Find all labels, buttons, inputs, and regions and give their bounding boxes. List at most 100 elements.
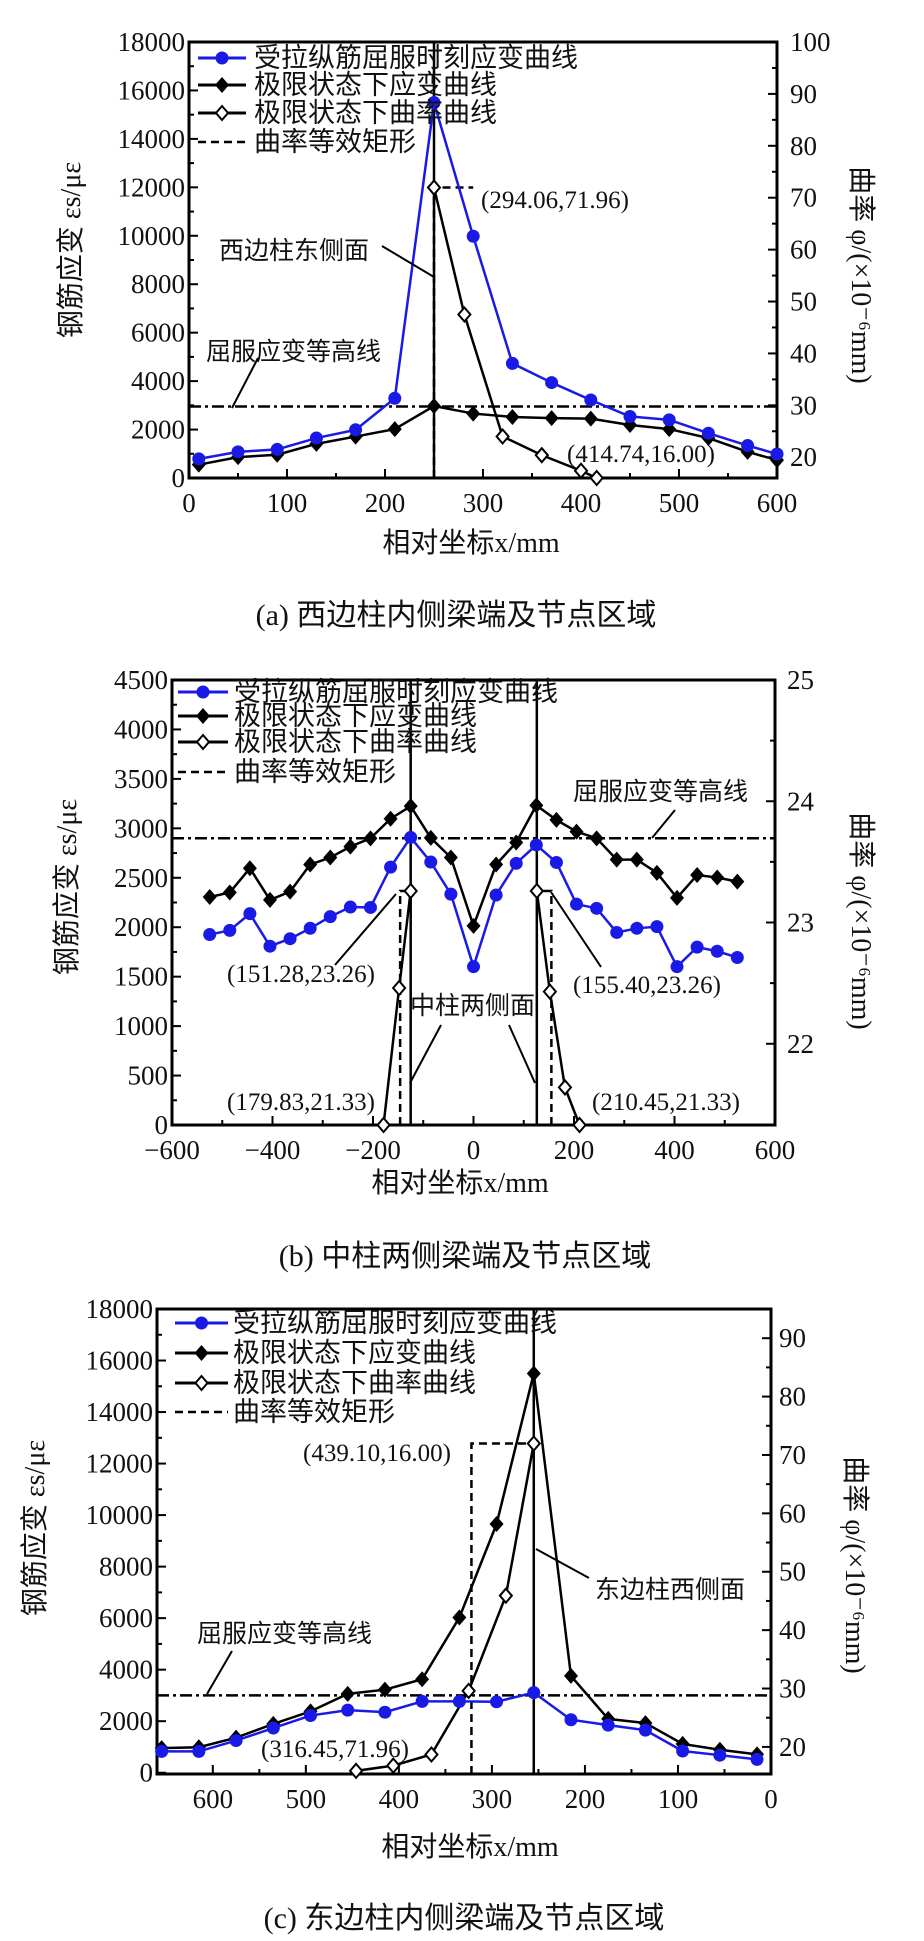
black-series-point [549,811,564,828]
legend-label-curv: 极限状态下曲率曲线 [234,727,477,757]
panel-caption: (a) 西边柱内侧梁端及节点区域 [256,599,657,632]
y2-tick-label: 25 [787,665,814,695]
curv-series-line [355,1443,536,1773]
y2-axis-title: 曲率 φ/(×10⁻⁶mm) [845,166,877,383]
black-series-point [403,798,418,815]
y-tick-label: 8000 [99,1552,153,1582]
black-series-point [387,421,402,438]
annotation: 东边柱西侧面 [595,1576,745,1604]
blue-series-point [584,393,598,407]
x-tick-label: 400 [561,488,602,518]
black-series-point [526,1365,541,1382]
y-tick-label: 12000 [118,172,186,202]
black-series-point [363,830,378,847]
blue-series-point [452,1694,466,1708]
y-tick-label: 4000 [114,714,168,744]
panel-caption: (b) 中柱两侧梁端及节点区域 [279,1240,651,1273]
annotation: 中柱两侧面 [410,992,535,1020]
legend-label-blue: 受拉纵筋屈服时刻应变曲线 [233,1308,557,1338]
y2-tick-label: 80 [779,1382,806,1412]
blue-series-point [549,855,563,869]
black-series-point [242,860,257,877]
blue-series-point [466,229,480,243]
curvature-series-point [391,979,407,997]
blue-series-point [730,950,744,964]
y2-tick-label: 60 [779,1498,806,1528]
y2-tick-label: 20 [790,442,817,472]
legend-label-rect: 曲率等效矩形 [254,127,416,157]
curvature-series-point [495,427,510,446]
blue-series-point [444,887,458,901]
x-tick-label: 300 [463,488,504,518]
y2-tick-label: 24 [787,786,815,816]
black-series-point [222,884,237,901]
chart-panel-c: 600 500 400 300 200 100 0020004000600080001000… [19,1294,871,1935]
blue-series-point [303,921,317,935]
black-series-point [505,408,520,425]
annotation-leader [409,1024,442,1084]
blue-series-line [209,835,738,971]
y-tick-label: 10000 [118,221,186,251]
curvature-series-point [403,882,419,900]
black-series-point [629,851,644,868]
black-series-point [544,410,559,427]
legend-curv-marker [214,104,230,122]
curvature-series-point [572,1116,587,1134]
y2-tick-label: 30 [790,390,817,420]
y2-tick-label: 60 [790,235,817,265]
chart-panel-a: 0 100 200 300 400 500 600020004000600080001000… [55,27,877,632]
annotation: (210.45,21.33) [592,1089,740,1116]
blue-series-point [229,1734,243,1748]
y-tick-label: 4500 [114,665,168,695]
y2-tick-label: 90 [779,1323,806,1353]
blue-series-point [701,426,715,440]
blue-series-point [610,925,624,939]
blue-series-point [283,932,297,946]
y-tick-label: 2000 [114,912,168,942]
y-tick-label: 4000 [99,1655,153,1685]
x-tick-label: 200 [565,1784,606,1814]
black-series-point [690,867,705,884]
legend-label-blue: 受拉纵筋屈服时刻应变曲线 [254,43,578,73]
legend-label-blue: 受拉纵筋屈服时刻应变曲线 [234,677,558,707]
curvature-series-point [348,1762,364,1780]
blue-series-point [349,423,363,437]
curvature-equivalent-rectangle [432,186,474,478]
x-tick-label: 400 [654,1135,695,1165]
annotation-leader [334,893,397,966]
x-tick-label: 600 [757,488,798,518]
black-series-point [423,829,438,846]
legend-blue-marker [196,685,210,699]
y-tick-label: 14000 [86,1397,154,1427]
curv-series-line [535,890,581,1126]
blue-series-point [509,856,523,870]
black-series-point [670,889,685,906]
blue-series-point [270,442,284,456]
curvature-series-point [557,1078,573,1096]
y-tick-label: 18000 [86,1294,154,1324]
blue-series-point [266,1721,280,1735]
legend-label-black: 极限状态下应变曲线 [233,1338,476,1368]
blue-series-point [505,356,519,370]
x-tick-label: 500 [659,488,700,518]
x-tick-label: −200 [345,1135,401,1165]
x-tick-label: 200 [365,488,406,518]
black-series-point [583,410,598,427]
blue-series-point [690,940,704,954]
blue-series-point [304,1709,317,1723]
annotation: (414.74,16.00) [567,441,715,468]
blue-series-point [263,939,277,953]
annotation-leader [651,809,676,839]
curvature-equivalent-rectangle [536,889,553,1125]
y2-tick-label: 80 [790,131,817,161]
black-series-line [209,803,738,930]
black-series-point [609,851,624,868]
annotation-leader [206,1650,233,1695]
black-series-line [198,404,778,466]
blue-series-point [378,1705,392,1719]
black-series-point [710,869,725,886]
black-series-point [340,1685,355,1702]
black-series-point [427,398,441,415]
annotation-leader [381,245,435,278]
